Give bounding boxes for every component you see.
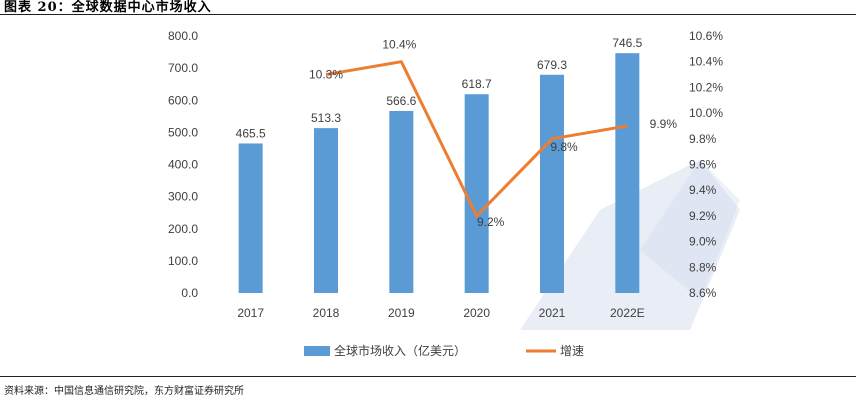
bar-data-labels: 465.5 513.3 566.6 618.7 679.3 746.5 [236, 36, 643, 140]
bar-2021 [540, 74, 564, 293]
bar-label-2020: 618.7 [462, 77, 492, 91]
growth-label-2018: 10.3% [309, 68, 343, 82]
source-rule [0, 376, 856, 377]
growth-label-2021: 9.8% [550, 140, 578, 154]
growth-label-2020: 9.2% [477, 215, 505, 229]
right-tick-label: 9.6% [689, 158, 717, 172]
bar-label-2021: 679.3 [537, 58, 567, 72]
right-tick-label: 10.4% [689, 55, 723, 69]
bar-2017 [238, 143, 263, 293]
growth-line [325, 60, 628, 218]
title-rule [0, 14, 856, 15]
bar-label-2018: 513.3 [311, 111, 341, 125]
x-tick-label: 2022E [610, 306, 645, 320]
left-tick-label: 500.0 [168, 125, 198, 139]
bar-2022E [615, 53, 640, 293]
bar-2018 [314, 128, 338, 293]
left-tick-label: 200.0 [168, 222, 198, 236]
left-tick-label: 400.0 [168, 158, 198, 172]
right-tick-label: 9.4% [689, 183, 717, 197]
x-tick-label: 2020 [463, 306, 490, 320]
bar-label-2019: 566.6 [386, 94, 416, 108]
right-tick-label: 10.2% [689, 80, 723, 94]
right-axis-ticks: 8.6% 8.8% 9.0% 9.2% 9.4% 9.6% 9.8% 10.0% 10.2% 10… [689, 29, 723, 300]
left-tick-label: 700.0 [168, 61, 198, 75]
watermark-shape [640, 160, 740, 300]
right-tick-label: 10.0% [689, 106, 723, 120]
right-tick-label: 9.0% [689, 235, 717, 249]
growth-data-labels: 10.3% 10.4% 9.2% 9.8% 9.9% [309, 38, 677, 229]
legend-line-label: 增速 [560, 344, 584, 358]
bar-label-2022E: 746.5 [612, 36, 642, 50]
right-tick-label: 9.2% [689, 209, 717, 223]
bar-2019 [389, 110, 414, 293]
left-tick-label: 600.0 [168, 93, 198, 107]
growth-label-2019: 10.4% [382, 38, 416, 52]
x-axis-ticks: 2017 2018 2019 2020 2021 2022E [237, 306, 644, 320]
bar-2020 [464, 94, 489, 294]
right-tick-label: 8.8% [689, 260, 717, 274]
x-tick-label: 2021 [539, 306, 566, 320]
left-tick-label: 800.0 [168, 29, 198, 43]
x-tick-label: 2019 [388, 306, 415, 320]
x-tick-label: 2017 [237, 306, 264, 320]
figure-title: 图表 20：全球数据中心市场收入 [4, 0, 212, 15]
left-tick-label: 100.0 [168, 254, 198, 268]
legend: 全球市场收入（亿美元） 增速 [304, 343, 584, 358]
left-axis-ticks: 0.0 100.0 200.0 300.0 400.0 500.0 600.0 700.0 80… [168, 29, 198, 300]
left-tick-label: 0.0 [181, 286, 198, 300]
bars [238, 53, 640, 294]
bar-label-2017: 465.5 [236, 126, 266, 140]
legend-bar-label: 全球市场收入（亿美元） [334, 343, 466, 358]
right-tick-label: 8.6% [689, 286, 717, 300]
source-note: 资料来源：中国信息通信研究院，东方财富证券研究所 [4, 386, 244, 397]
right-tick-label: 9.8% [689, 132, 717, 146]
growth-label-2022E: 9.9% [650, 117, 678, 131]
right-tick-label: 10.6% [689, 29, 723, 43]
left-tick-label: 300.0 [168, 190, 198, 204]
x-tick-label: 2018 [313, 306, 340, 320]
legend-bar-swatch [304, 346, 330, 356]
